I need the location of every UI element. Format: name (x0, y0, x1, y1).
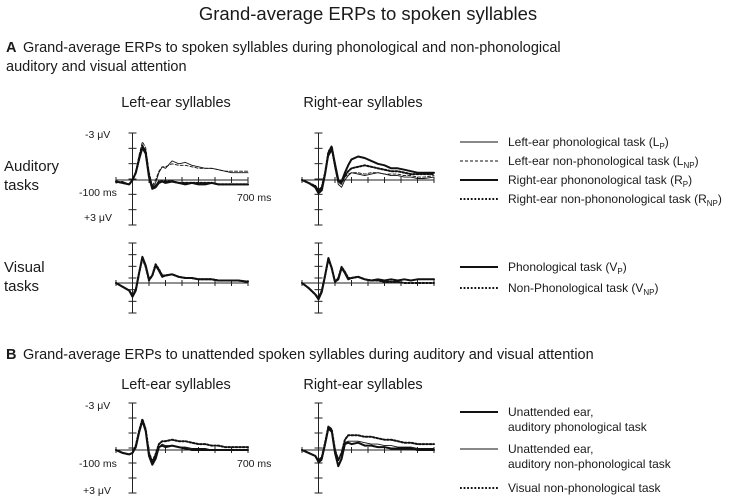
plot-unattended-right-ear (301, 402, 435, 494)
panel-a-title-line2: auditory and visual attention (6, 59, 187, 75)
row-visual-label-2: tasks (4, 278, 39, 295)
plot-visual-right-ear (301, 242, 435, 314)
series-line-4 (301, 145, 435, 192)
panel-a-axis-left: -100 ms (79, 187, 117, 199)
panel-a-title-line1: Grand-average ERPs to spoken syllables d… (23, 40, 561, 56)
series-line-2 (301, 428, 435, 466)
series-line-1 (301, 257, 435, 301)
legend-auditory-tasks: Left-ear phonological task (LP) Left-ear … (460, 135, 722, 208)
figure-title: Grand-average ERPs to spoken syllables (199, 3, 537, 24)
panel-a-col-left: Left-ear syllables (121, 95, 231, 111)
plot-auditory-left-ear (115, 132, 249, 226)
legend-auditory-item-2-label: Left-ear non-phonological task (LNP) (508, 154, 699, 170)
row-auditory-label-2: tasks (4, 177, 39, 194)
panel-b-axis-left: -100 ms (79, 458, 117, 470)
series-line-2 (115, 257, 249, 297)
panel-b-title: Grand-average ERPs to unattended spoken … (23, 347, 594, 363)
legend-visual-tasks: Phonological task (VP) Non-Phonological t… (460, 260, 659, 297)
panel-b-axis-bottom: +3 μV (83, 485, 111, 497)
panel-b-letter: B (6, 347, 16, 363)
panel-b-col-left: Left-ear syllables (121, 377, 231, 393)
legend-visual-item-2-label: Non-Phonological task (VNP) (508, 281, 659, 297)
legend-unattended-item-2-line2: auditory non-phonological task (508, 457, 672, 471)
panel-a-axis-bottom: +3 μV (84, 212, 112, 224)
legend-unattended: Unattended ear,auditory phonological tas… (460, 405, 672, 495)
legend-unattended-item-1-line1: Unattended ear, (508, 405, 593, 419)
panel-b-col-right: Right-ear syllables (303, 377, 422, 393)
panel-a-axis-top: -3 μV (85, 129, 110, 141)
panel-a-axis-right: 700 ms (237, 192, 271, 204)
legend-auditory-item-4-label: Right-ear non-phononological task (RNP) (508, 192, 722, 208)
panel-b-axis-top: -3 μV (85, 400, 110, 412)
legend-auditory-item-3-label: Right-ear phononological task (RP) (508, 173, 692, 189)
series-line-3 (301, 146, 435, 195)
legend-visual-item-1-label: Phonological task (VP) (508, 260, 627, 276)
legend-unattended-item-1-line2: auditory phonological task (508, 420, 648, 434)
legend-unattended-item-2-line1: Unattended ear, (508, 442, 593, 456)
series-line-2 (301, 258, 435, 299)
series-line-3 (115, 418, 249, 463)
row-visual-label-1: Visual (4, 259, 45, 276)
row-auditory-label-1: Auditory (4, 158, 60, 175)
series-line-4 (115, 145, 249, 189)
series-line-3 (301, 425, 435, 462)
legend-auditory-item-1-label: Left-ear phonological task (LP) (508, 135, 669, 151)
plot-auditory-right-ear (301, 132, 435, 226)
panel-b-axis-right: 700 ms (237, 458, 271, 470)
panel-a-col-right: Right-ear syllables (303, 95, 422, 111)
legend-unattended-item-3-line1: Visual non-phonological task (508, 481, 662, 495)
panel-a-letter: A (6, 40, 17, 56)
plot-visual-left-ear (115, 242, 249, 314)
plot-unattended-left-ear (115, 402, 249, 494)
